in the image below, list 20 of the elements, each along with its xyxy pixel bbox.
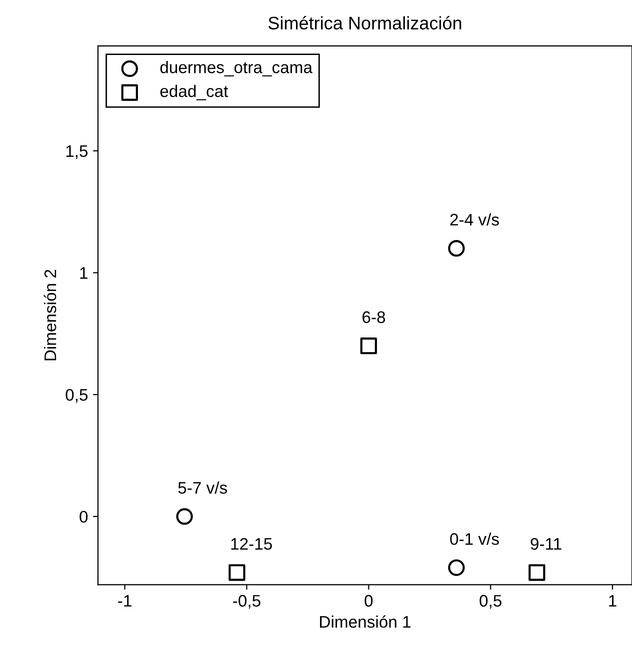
data-label: 5-7 v/s [178, 481, 227, 494]
y-tick-label: 0,5 [66, 388, 88, 403]
y-tick-label: 0 [80, 510, 88, 523]
x-tick-label: 1 [609, 595, 616, 607]
x-axis-title: Dimensión 1 [320, 615, 410, 628]
data-label: 12-15 [231, 538, 272, 550]
x-tick-label: 0,5 [480, 594, 502, 609]
data-label: 6-8 [362, 311, 386, 324]
legend-label: edad_cat [160, 84, 228, 100]
data-label: 0-1 v/s [450, 532, 499, 545]
y-tick-label: 1,5 [66, 145, 88, 159]
y-axis-title: Dimensión 2 [44, 270, 56, 360]
data-label: 9-11 [530, 538, 562, 550]
y-tick-label: 1 [80, 267, 88, 279]
x-tick-label: -0,5 [233, 594, 260, 609]
chart-title: Simétrica Normalización [268, 16, 462, 30]
legend-label: duermes_otra_cama [160, 60, 312, 76]
x-tick-label: 0 [364, 594, 373, 607]
data-label: 2-4 v/s [450, 213, 499, 226]
x-tick-label: -1 [118, 595, 132, 607]
